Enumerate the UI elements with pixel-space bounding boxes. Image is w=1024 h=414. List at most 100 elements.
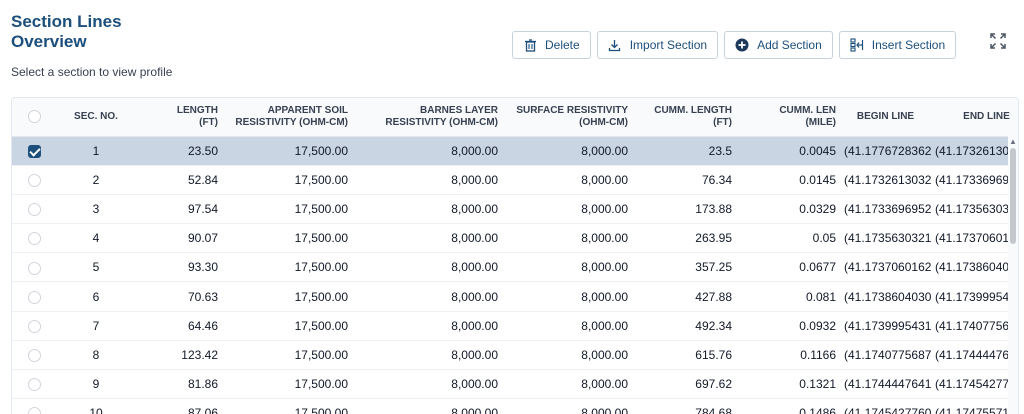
import-section-label: Import Section bbox=[629, 38, 708, 52]
insert-rows-icon bbox=[850, 38, 864, 52]
table-row[interactable]: 3 97.54 17,500.00 8,000.00 8,000.00 173.88 0.0… bbox=[12, 194, 1018, 224]
cell-cumm-len-mile: 0.0145 bbox=[799, 172, 836, 187]
select-all-checkbox[interactable] bbox=[12, 98, 56, 136]
table-row[interactable]: 4 90.07 17,500.00 8,000.00 8,000.00 263.95 0.0… bbox=[12, 224, 1018, 253]
col-header-cumm-len-mile[interactable]: CUMM. LEN (MILE) bbox=[736, 98, 840, 136]
row-checkbox[interactable] bbox=[12, 340, 56, 369]
cell-barnes-resistivity: 8,000.00 bbox=[451, 143, 498, 158]
toolbar: Delete Import Section Add Section Insert… bbox=[512, 31, 957, 59]
expand-icon[interactable] bbox=[986, 29, 1010, 53]
cell-begin-line: (41.1739995431 bbox=[844, 318, 931, 333]
cell-sec-no: 3 bbox=[92, 201, 100, 216]
col-header-length[interactable]: LENGTH (FT) bbox=[136, 98, 222, 136]
cell-cumm-len-mile: 0.0045 bbox=[799, 143, 836, 158]
insert-section-button[interactable]: Insert Section bbox=[838, 31, 957, 59]
cell-apparent-resistivity: 17,500.00 bbox=[294, 231, 348, 246]
col-header-end-line[interactable]: END LINE bbox=[963, 110, 1010, 122]
cell-apparent-resistivity: 17,500.00 bbox=[294, 260, 348, 275]
import-section-button[interactable]: Import Section bbox=[596, 31, 719, 59]
delete-button[interactable]: Delete bbox=[512, 31, 591, 59]
cell-cumm-length: 23.5 bbox=[708, 143, 732, 158]
cell-end-line: (41.17356303210 bbox=[935, 201, 1018, 216]
cell-cumm-length: 357.25 bbox=[695, 260, 732, 275]
row-checkbox[interactable] bbox=[12, 282, 56, 311]
cell-cumm-len-mile: 0.0932 bbox=[799, 318, 836, 333]
col-header-sec-no[interactable]: SEC. NO. bbox=[74, 110, 118, 122]
cell-barnes-resistivity: 8,000.00 bbox=[451, 260, 498, 275]
row-checkbox[interactable] bbox=[12, 311, 56, 340]
row-checkbox[interactable] bbox=[12, 253, 56, 282]
cell-end-line: (41.17370601629 bbox=[935, 231, 1018, 246]
cell-length: 123.42 bbox=[181, 347, 218, 362]
row-checkbox[interactable] bbox=[12, 370, 56, 399]
col-header-begin-line[interactable]: BEGIN LINE bbox=[856, 110, 915, 122]
vertical-scrollbar[interactable]: ▲ bbox=[1008, 136, 1018, 414]
scroll-up-arrow-icon[interactable]: ▲ bbox=[1009, 137, 1017, 146]
table-header-row: SEC. NO. LENGTH (FT) APPARENT SOIL RESIS… bbox=[12, 98, 1018, 136]
cell-sec-no: 1 bbox=[92, 143, 100, 158]
scrollbar-thumb[interactable] bbox=[1010, 148, 1016, 244]
cell-barnes-resistivity: 8,000.00 bbox=[451, 231, 498, 246]
cell-cumm-len-mile: 0.05 bbox=[812, 231, 836, 246]
cell-sec-no: 2 bbox=[92, 172, 100, 187]
cell-cumm-len-mile: 0.1321 bbox=[799, 377, 836, 392]
table-row[interactable]: 7 64.46 17,500.00 8,000.00 8,000.00 492.34 0.0… bbox=[12, 311, 1018, 341]
cell-surface-resistivity: 8,000.00 bbox=[581, 143, 628, 158]
row-checkbox[interactable] bbox=[12, 224, 56, 253]
cell-apparent-resistivity: 17,500.00 bbox=[294, 201, 348, 216]
cell-apparent-resistivity: 17,500.00 bbox=[294, 143, 348, 158]
cell-begin-line: (41.1745427760 bbox=[844, 406, 931, 414]
row-checkbox[interactable] bbox=[12, 194, 56, 223]
col-header-cumm-len-mile-line1: CUMM. LEN bbox=[779, 104, 836, 116]
table-body: 1 23.50 17,500.00 8,000.00 8,000.00 23.5 0.004… bbox=[12, 136, 1018, 414]
section-lines-table: SEC. NO. LENGTH (FT) APPARENT SOIL RESIS… bbox=[11, 97, 1019, 414]
col-header-cumm-length[interactable]: CUMM. LENGTH (FT) bbox=[632, 98, 736, 136]
cell-end-line: (41.17336969520 bbox=[935, 172, 1018, 187]
page-title-line1: Section Lines bbox=[11, 12, 122, 31]
col-header-surface-line1: SURFACE RESISTIVITY bbox=[516, 104, 628, 116]
table-row[interactable]: 5 93.30 17,500.00 8,000.00 8,000.00 357.25 0.0… bbox=[12, 253, 1018, 282]
cell-cumm-len-mile: 0.0677 bbox=[799, 260, 836, 275]
cell-begin-line: (41.1733696952 bbox=[844, 201, 931, 216]
col-header-cumm-length-line2: (FT) bbox=[713, 116, 732, 128]
row-checkbox[interactable] bbox=[12, 136, 56, 165]
table-row[interactable]: 6 70.63 17,500.00 8,000.00 8,000.00 427.88 0.0… bbox=[12, 282, 1018, 312]
cell-surface-resistivity: 8,000.00 bbox=[581, 377, 628, 392]
cell-length: 23.50 bbox=[187, 143, 218, 158]
cell-sec-no: 7 bbox=[92, 318, 100, 333]
cell-end-line: (41.17399954312 bbox=[935, 289, 1018, 304]
col-header-apparent-line1: APPARENT SOIL bbox=[267, 104, 348, 116]
cell-begin-line: (41.1737060162 bbox=[844, 260, 931, 275]
cell-cumm-length: 615.76 bbox=[695, 347, 732, 362]
cell-surface-resistivity: 8,000.00 bbox=[581, 347, 628, 362]
cell-surface-resistivity: 8,000.00 bbox=[581, 289, 628, 304]
cell-cumm-length: 263.95 bbox=[695, 231, 732, 246]
cell-cumm-length: 427.88 bbox=[695, 289, 732, 304]
cell-begin-line: (41.1732613032 bbox=[844, 172, 931, 187]
row-checkbox[interactable] bbox=[12, 399, 56, 414]
table-row[interactable]: 10 87.06 17,500.00 8,000.00 8,000.00 784.68 0.… bbox=[12, 399, 1018, 414]
row-checkbox[interactable] bbox=[12, 165, 56, 194]
table-row[interactable]: 9 81.86 17,500.00 8,000.00 8,000.00 697.62 0.1… bbox=[12, 370, 1018, 399]
col-header-barnes[interactable]: BARNES LAYER RESISTIVITY (OHM-CM) bbox=[352, 98, 502, 136]
cell-apparent-resistivity: 17,500.00 bbox=[294, 289, 348, 304]
table-row[interactable]: 1 23.50 17,500.00 8,000.00 8,000.00 23.5 0.004… bbox=[12, 136, 1018, 166]
cell-sec-no: 6 bbox=[92, 289, 100, 304]
cell-apparent-resistivity: 17,500.00 bbox=[294, 377, 348, 392]
cell-cumm-len-mile: 0.081 bbox=[805, 289, 836, 304]
col-header-apparent[interactable]: APPARENT SOIL RESISTIVITY (OHM-CM) bbox=[222, 98, 352, 136]
cell-length: 81.86 bbox=[187, 377, 218, 392]
col-header-surface[interactable]: SURFACE RESISTIVITY (OHM-CM) bbox=[502, 98, 632, 136]
insert-section-label: Insert Section bbox=[871, 38, 946, 52]
table-row[interactable]: 2 52.84 17,500.00 8,000.00 8,000.00 76.34 0.01… bbox=[12, 165, 1018, 195]
cell-cumm-len-mile: 0.1166 bbox=[800, 347, 836, 362]
add-section-button[interactable]: Add Section bbox=[724, 31, 833, 59]
delete-button-label: Delete bbox=[545, 38, 580, 52]
table-row[interactable]: 8 123.42 17,500.00 8,000.00 8,000.00 615.76 0.… bbox=[12, 340, 1018, 370]
cell-sec-no: 4 bbox=[92, 231, 100, 246]
cell-begin-line: (41.1738604030 bbox=[844, 289, 931, 304]
cell-cumm-length: 784.68 bbox=[695, 406, 732, 414]
cell-barnes-resistivity: 8,000.00 bbox=[451, 172, 498, 187]
cell-surface-resistivity: 8,000.00 bbox=[581, 260, 628, 275]
cell-barnes-resistivity: 8,000.00 bbox=[451, 377, 498, 392]
